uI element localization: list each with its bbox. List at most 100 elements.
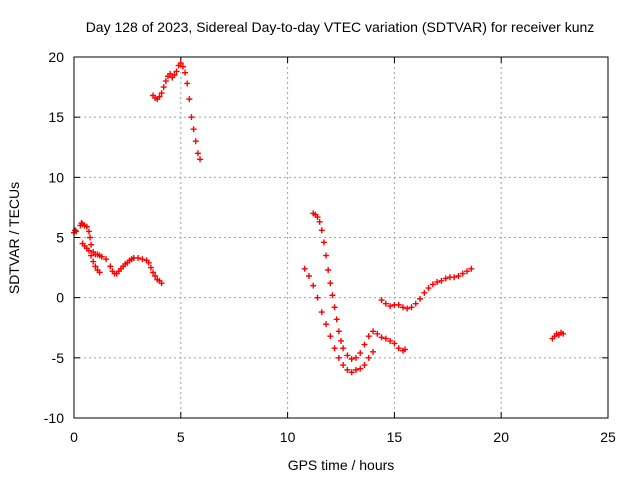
- data-point: [365, 354, 372, 361]
- data-point: [173, 68, 180, 75]
- data-point: [194, 150, 201, 157]
- data-point: [340, 345, 347, 352]
- data-point: [329, 292, 336, 299]
- data-point: [391, 340, 398, 347]
- data-point: [338, 337, 344, 344]
- x-tick-label: 5: [177, 429, 185, 445]
- data-point: [352, 366, 359, 373]
- y-tick-label: 15: [48, 109, 64, 125]
- x-tick-label: 10: [280, 429, 296, 445]
- data-point: [85, 247, 92, 254]
- data-points: [71, 60, 567, 376]
- data-point: [331, 345, 338, 352]
- data-point: [382, 300, 389, 307]
- data-point: [167, 70, 174, 77]
- data-point: [96, 269, 103, 276]
- y-tick-labels: -10 -5 0 5 10 15 20: [44, 49, 64, 426]
- data-point: [192, 138, 199, 145]
- data-point: [184, 80, 191, 87]
- y-tick-label: 5: [56, 230, 64, 246]
- data-point: [417, 295, 424, 302]
- data-point: [404, 305, 411, 312]
- data-point: [152, 273, 159, 280]
- data-point: [382, 335, 389, 342]
- y-tick-label: -5: [52, 350, 65, 366]
- data-point: [145, 259, 152, 266]
- data-point: [357, 365, 364, 372]
- data-point: [333, 316, 340, 323]
- data-point: [468, 265, 475, 272]
- data-point: [438, 277, 445, 284]
- data-point: [158, 280, 165, 287]
- data-point: [374, 330, 381, 337]
- data-point: [177, 60, 184, 67]
- data-point: [425, 285, 432, 292]
- data-point: [150, 269, 157, 276]
- data-point: [323, 252, 330, 259]
- y-tick-label: 10: [48, 169, 64, 185]
- data-point: [331, 304, 338, 311]
- x-tick-label: 20: [493, 429, 509, 445]
- grid-lines: [74, 57, 608, 418]
- data-point: [135, 254, 142, 261]
- data-point: [182, 69, 189, 76]
- data-point: [160, 84, 167, 91]
- plot-frame: [73, 56, 609, 419]
- data-point: [107, 263, 114, 270]
- data-point: [378, 297, 385, 304]
- data-point: [421, 289, 428, 296]
- data-point: [92, 263, 99, 270]
- data-point: [348, 369, 355, 376]
- y-tick-label: -10: [44, 410, 64, 426]
- data-point: [88, 252, 95, 259]
- data-point: [335, 328, 342, 335]
- data-point: [357, 350, 364, 357]
- data-point: [370, 348, 377, 355]
- data-point: [348, 356, 355, 363]
- x-tick-label: 25: [600, 429, 616, 445]
- data-point: [464, 268, 471, 275]
- data-point: [190, 126, 197, 133]
- y-tick-label: 0: [56, 290, 64, 306]
- data-point: [305, 273, 312, 280]
- data-point: [361, 362, 368, 369]
- x-axis-label: GPS time / hours: [288, 457, 395, 473]
- data-point: [459, 270, 466, 277]
- data-point: [412, 300, 419, 307]
- x-tick-label: 0: [70, 429, 78, 445]
- data-point: [147, 264, 154, 271]
- data-point: [72, 227, 79, 234]
- data-point: [395, 345, 402, 352]
- data-point: [85, 228, 92, 235]
- data-point: [88, 241, 95, 248]
- data-point: [327, 333, 334, 340]
- x-tick-label: 15: [387, 429, 403, 445]
- data-point: [301, 265, 308, 272]
- data-point: [314, 294, 321, 301]
- data-point: [156, 93, 163, 100]
- y-axis-label: SDTVAR / TECUs: [6, 182, 22, 294]
- data-point: [387, 303, 394, 310]
- data-point: [442, 275, 449, 282]
- data-point: [90, 258, 97, 265]
- data-point: [316, 218, 323, 225]
- data-point: [162, 78, 169, 85]
- data-point: [83, 223, 90, 230]
- data-point: [325, 266, 332, 273]
- data-point: [103, 256, 110, 263]
- data-point: [370, 328, 377, 335]
- data-point: [399, 304, 406, 311]
- data-point: [318, 309, 325, 316]
- data-point: [310, 282, 317, 289]
- data-point: [429, 281, 436, 288]
- data-point: [171, 72, 178, 79]
- data-point: [560, 330, 567, 337]
- x-tick-labels: 0 5 10 15 20 25: [70, 429, 616, 445]
- data-point: [455, 273, 462, 280]
- data-point: [323, 321, 330, 328]
- data-point: [186, 96, 193, 103]
- data-point: [314, 214, 321, 221]
- data-point: [434, 279, 441, 286]
- data-point: [188, 114, 195, 121]
